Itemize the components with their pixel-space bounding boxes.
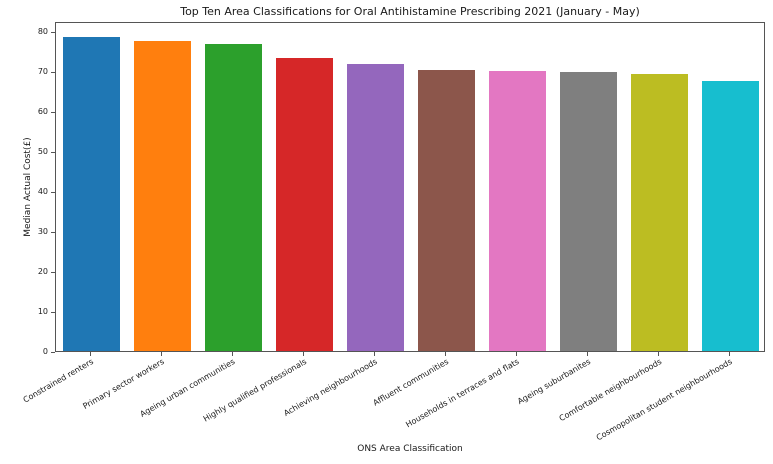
x-tick-mark: [232, 352, 233, 356]
x-tick-label: Cosmopolitan student neighbourhoods: [595, 357, 734, 443]
y-tick-label: 10: [37, 307, 48, 316]
chart-title: Top Ten Area Classifications for Oral An…: [180, 5, 640, 18]
x-tick-mark: [729, 352, 730, 356]
bar-3: [205, 44, 262, 351]
y-tick-mark: [51, 271, 55, 273]
y-tick-mark: [51, 111, 55, 113]
y-tick-label: 40: [37, 187, 48, 196]
bar-1: [63, 36, 120, 351]
x-tick-mark: [90, 352, 91, 356]
y-tick-mark: [51, 191, 55, 193]
y-tick-mark: [51, 71, 55, 73]
y-tick-mark: [51, 231, 55, 233]
y-tick-mark: [51, 351, 55, 353]
x-tick-mark: [303, 352, 304, 356]
x-tick-label: Households in terraces and flats: [404, 357, 521, 430]
x-tick-mark: [161, 352, 162, 356]
bar-9: [631, 73, 688, 351]
x-tick-label: Affluent communities: [371, 357, 450, 408]
plot-area: [55, 22, 765, 352]
y-tick-label: 30: [37, 227, 48, 236]
y-tick-mark: [51, 151, 55, 153]
y-tick-label: 80: [37, 27, 48, 36]
x-tick-mark: [516, 352, 517, 356]
bar-4: [276, 57, 333, 351]
y-tick-mark: [51, 31, 55, 33]
bar-2: [134, 40, 191, 351]
bar-6: [418, 69, 475, 351]
x-axis-label: ONS Area Classification: [357, 444, 463, 454]
y-tick-label: 0: [42, 347, 48, 356]
x-tick-mark: [658, 352, 659, 356]
y-tick-label: 20: [37, 267, 48, 276]
bar-7: [489, 71, 546, 351]
x-tick-mark: [374, 352, 375, 356]
x-tick-mark: [445, 352, 446, 356]
y-tick-label: 50: [37, 147, 48, 156]
y-tick-label: 70: [37, 67, 48, 76]
x-tick-label: Ageing suburbanites: [515, 357, 592, 407]
y-tick-label: 60: [37, 107, 48, 116]
bar-5: [347, 63, 404, 351]
bar-8: [560, 72, 617, 351]
y-tick-mark: [51, 311, 55, 313]
x-tick-mark: [587, 352, 588, 356]
bar-10: [702, 80, 759, 351]
x-tick-label: Constrained renters: [21, 357, 95, 405]
